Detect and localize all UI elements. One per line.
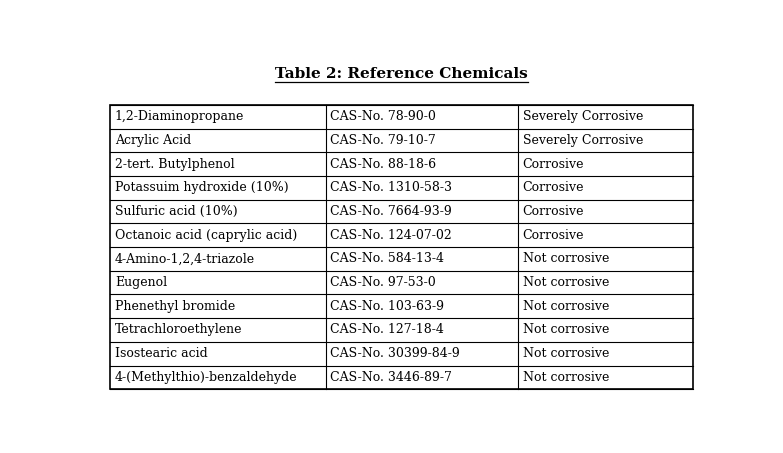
Text: Corrosive: Corrosive	[523, 181, 584, 194]
Text: 4-(Methylthio)-benzaldehyde: 4-(Methylthio)-benzaldehyde	[115, 371, 298, 384]
Text: CAS-No. 30399-84-9: CAS-No. 30399-84-9	[330, 347, 460, 360]
Text: Corrosive: Corrosive	[523, 229, 584, 242]
Text: Not corrosive: Not corrosive	[523, 347, 609, 360]
Text: Not corrosive: Not corrosive	[523, 323, 609, 337]
Text: Not corrosive: Not corrosive	[523, 276, 609, 289]
Text: CAS-No. 88-18-6: CAS-No. 88-18-6	[330, 158, 437, 171]
Text: CAS-No. 97-53-0: CAS-No. 97-53-0	[330, 276, 436, 289]
Text: Acrylic Acid: Acrylic Acid	[115, 134, 191, 147]
Text: CAS-No. 79-10-7: CAS-No. 79-10-7	[330, 134, 436, 147]
Bar	[110, 105, 693, 389]
Text: Tetrachloroethylene: Tetrachloroethylene	[115, 323, 243, 337]
Text: CAS-No. 78-90-0: CAS-No. 78-90-0	[330, 110, 436, 123]
Text: CAS-No. 103-63-9: CAS-No. 103-63-9	[330, 300, 445, 313]
Text: CAS-No. 584-13-4: CAS-No. 584-13-4	[330, 252, 445, 265]
Text: Not corrosive: Not corrosive	[523, 371, 609, 384]
Text: Corrosive: Corrosive	[523, 205, 584, 218]
Text: CAS-No. 7664-93-9: CAS-No. 7664-93-9	[330, 205, 452, 218]
Text: CAS-No. 3446-89-7: CAS-No. 3446-89-7	[330, 371, 453, 384]
Text: Eugenol: Eugenol	[115, 276, 167, 289]
Text: Sulfuric acid (10%): Sulfuric acid (10%)	[115, 205, 237, 218]
Text: Octanoic acid (caprylic acid): Octanoic acid (caprylic acid)	[115, 229, 297, 242]
Text: 4-Amino-1,2,4-triazole: 4-Amino-1,2,4-triazole	[115, 252, 255, 265]
Text: Phenethyl bromide: Phenethyl bromide	[115, 300, 235, 313]
Text: Not corrosive: Not corrosive	[523, 300, 609, 313]
Text: CAS-No. 127-18-4: CAS-No. 127-18-4	[330, 323, 444, 337]
Text: Potassuim hydroxide (10%): Potassuim hydroxide (10%)	[115, 181, 288, 194]
Text: Table 2: Reference Chemicals: Table 2: Reference Chemicals	[275, 67, 528, 81]
Text: Corrosive: Corrosive	[523, 158, 584, 171]
Text: 1,2-Diaminopropane: 1,2-Diaminopropane	[115, 110, 244, 123]
Text: CAS-No. 1310-58-3: CAS-No. 1310-58-3	[330, 181, 453, 194]
Text: Not corrosive: Not corrosive	[523, 252, 609, 265]
Text: Isostearic acid: Isostearic acid	[115, 347, 207, 360]
Text: 2-tert. Butylphenol: 2-tert. Butylphenol	[115, 158, 234, 171]
Text: CAS-No. 124-07-02: CAS-No. 124-07-02	[330, 229, 452, 242]
Text: Severely Corrosive: Severely Corrosive	[523, 134, 643, 147]
Text: Severely Corrosive: Severely Corrosive	[523, 110, 643, 123]
